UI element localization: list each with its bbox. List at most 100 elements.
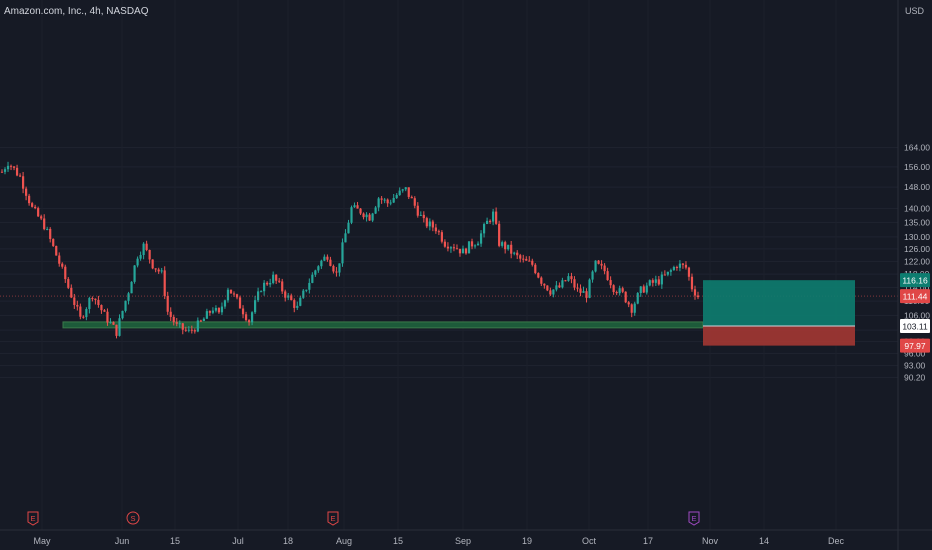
candle-body (148, 249, 151, 260)
candle-body (263, 282, 266, 292)
candle-body (404, 187, 407, 190)
candle-body (18, 175, 22, 177)
candle-body (558, 285, 561, 288)
candle-body (21, 176, 25, 189)
candle-body (519, 255, 522, 259)
candle-body (100, 305, 103, 311)
candle-body (696, 295, 700, 298)
candle-body (157, 269, 160, 272)
candle-body (260, 291, 263, 293)
candle-body (296, 305, 299, 308)
position-loss-zone[interactable] (703, 325, 855, 346)
price-badge[interactable] (900, 318, 930, 333)
price-tick-label: 90.20 (904, 372, 926, 382)
candle-body (573, 279, 576, 288)
candle-body (359, 208, 362, 214)
position-profit-zone[interactable] (703, 280, 855, 326)
candle-body (199, 320, 202, 322)
price-badge[interactable] (900, 273, 930, 288)
candle-body (196, 320, 199, 332)
price-tick-label: 126.00 (904, 244, 930, 254)
candle-body (250, 312, 254, 323)
candle-body (284, 291, 287, 298)
candle-body (323, 256, 326, 261)
price-badge[interactable] (900, 338, 930, 353)
time-tick-label: 19 (522, 536, 532, 546)
price-badge[interactable] (900, 289, 930, 304)
earnings-marker-icon[interactable] (327, 511, 339, 526)
candle-body (31, 203, 34, 207)
candle-body (49, 228, 52, 239)
candle-body (211, 310, 215, 313)
candle-body (97, 299, 100, 306)
candle-body (82, 316, 85, 318)
price-tick-label: 164.00 (904, 143, 930, 153)
candle-body (247, 320, 251, 323)
currency-label: USD (905, 6, 925, 16)
candle-body (226, 289, 230, 301)
candle-body (630, 304, 633, 313)
candle-body (52, 238, 55, 246)
candle-body (241, 308, 245, 315)
candle-body (329, 259, 332, 266)
candle-body (380, 198, 383, 200)
candle-body (582, 291, 585, 293)
candle-body (485, 220, 489, 225)
candle-body (597, 260, 600, 264)
earnings-marker-icon[interactable] (688, 511, 700, 526)
candle-body (124, 300, 127, 311)
candle-body (368, 214, 371, 221)
candle-body (657, 279, 660, 285)
event-marker-label: E (30, 514, 35, 523)
candle-body (217, 307, 221, 313)
candle-body (687, 267, 691, 277)
candle-body (392, 197, 395, 203)
candle-body (353, 205, 356, 208)
candle-body (172, 316, 175, 323)
candle-body (46, 228, 49, 230)
candle-body (552, 289, 555, 295)
candle-body (332, 265, 335, 272)
candle-body (269, 283, 272, 285)
dividend-marker-icon[interactable] (126, 511, 140, 525)
candle-body (266, 282, 269, 285)
earnings-marker-icon[interactable] (27, 511, 39, 526)
candle-body (244, 314, 248, 321)
candle-body (504, 242, 507, 250)
time-axis[interactable]: May Jun 15 Jul 18 Aug 15 Sep 19 Oct 17 Nov 14 Dec (0, 529, 932, 546)
price-badge-label: 116.16 (902, 276, 928, 286)
candle-body (501, 242, 504, 246)
price-tick-label: 122.00 (904, 256, 930, 266)
candle-body (419, 214, 422, 216)
candle-body (458, 248, 462, 254)
candle-body (461, 248, 465, 254)
time-tick-label: 15 (170, 536, 180, 546)
candle-body (383, 199, 386, 201)
candle-body (37, 208, 40, 217)
position-layer[interactable] (0, 280, 898, 346)
candle-body (648, 280, 651, 286)
price-axis[interactable]: 164.00 156.00 148.00 140.00 135.00 130.00 126.… (897, 0, 930, 550)
candle-body (428, 221, 431, 227)
candle-body (220, 306, 224, 313)
candle-body (79, 306, 82, 317)
candle-body (627, 302, 630, 305)
candle-body (431, 221, 434, 228)
candle-body (151, 259, 154, 269)
symbol-title: Amazon.com, Inc., 4h, NASDAQ (4, 6, 149, 17)
candle-body (492, 211, 495, 222)
candle-body (257, 291, 260, 301)
candle-body (34, 206, 37, 209)
candle-body (540, 277, 543, 284)
candle-body (612, 285, 615, 292)
candle-body (624, 291, 627, 303)
candle-body (326, 256, 329, 260)
candle-body (163, 270, 166, 296)
candle-body (362, 213, 365, 218)
time-tick-label: 15 (393, 536, 403, 546)
grid-layer (0, 147, 898, 378)
candle-body (537, 273, 540, 278)
